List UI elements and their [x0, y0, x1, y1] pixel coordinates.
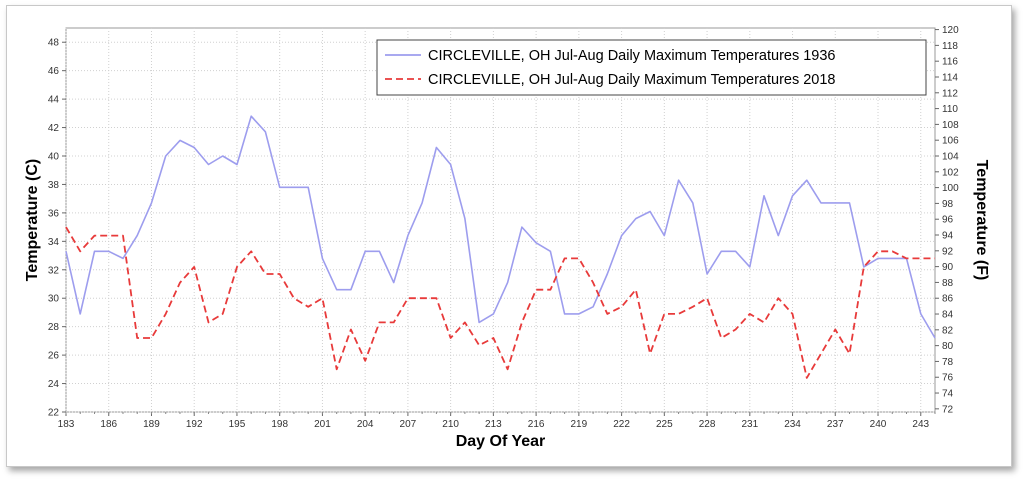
- legend-box: [376, 39, 927, 96]
- y-tick-label: 32: [48, 265, 60, 276]
- y-tick-label: 36: [48, 208, 60, 219]
- x-tick-label: 237: [827, 419, 844, 430]
- legend-label-2: CIRCLEVILLE, OH Jul-Aug Daily Maximum Te…: [428, 72, 836, 88]
- y2-tick-label: 112: [942, 88, 958, 99]
- y2-tick-label: 108: [942, 120, 959, 131]
- y2-tick-label: 84: [942, 310, 954, 321]
- y2-tick-label: 102: [942, 167, 959, 178]
- y2-tick-label: 96: [942, 215, 954, 226]
- x-tick-label: 231: [741, 419, 758, 430]
- y2-tick-label: 74: [942, 389, 954, 400]
- x-tick-label: 195: [229, 419, 246, 430]
- y-tick-label: 28: [48, 322, 60, 333]
- y2-tick-label: 100: [942, 183, 959, 194]
- x-tick-label: 234: [784, 419, 801, 430]
- y2-tick-label: 94: [942, 231, 954, 242]
- y-tick-label: 30: [48, 294, 60, 305]
- y2-tick-label: 98: [942, 199, 954, 210]
- x-tick-label: 240: [870, 419, 887, 430]
- x-tick-label: 207: [400, 419, 417, 430]
- x-tick-label: 243: [912, 419, 929, 430]
- y-tick-label: 46: [48, 66, 60, 77]
- y2-axis-title: Temperature (F): [973, 160, 990, 281]
- y2-tick-label: 118: [942, 41, 958, 52]
- x-tick-label: 228: [699, 419, 716, 430]
- y-tick-label: 48: [48, 38, 60, 49]
- y-axis-title: Temperature (C): [24, 159, 41, 281]
- x-tick-label: 225: [656, 419, 673, 430]
- y-tick-label: 42: [48, 123, 60, 134]
- y-tick-label: 22: [48, 408, 60, 419]
- series-line-1: [65, 115, 936, 339]
- x-tick-label: 204: [357, 419, 374, 430]
- x-tick-label: 222: [613, 419, 630, 430]
- x-tick-label: 216: [528, 419, 545, 430]
- y-tick-label: 44: [48, 95, 60, 106]
- y-tick-label: 40: [48, 152, 60, 163]
- x-axis-title: Day Of Year: [456, 433, 546, 450]
- x-tick-label: 219: [571, 419, 588, 430]
- x-tick-label: 213: [485, 419, 502, 430]
- x-tick-label: 189: [143, 419, 160, 430]
- y2-tick-label: 116: [942, 57, 958, 68]
- y2-tick-label: 88: [942, 278, 954, 289]
- y-tick-label: 38: [48, 180, 60, 191]
- y2-tick-label: 72: [942, 404, 954, 415]
- x-tick-label: 210: [442, 419, 459, 430]
- x-tick-label: 192: [186, 419, 203, 430]
- x-tick-label: 183: [58, 419, 75, 430]
- y-tick-label: 26: [48, 351, 60, 362]
- y2-tick-label: 92: [942, 246, 954, 257]
- x-tick-label: 186: [100, 419, 117, 430]
- y2-tick-label: 82: [942, 325, 954, 336]
- y2-tick-label: 80: [942, 341, 954, 352]
- y2-tick-label: 76: [942, 373, 954, 384]
- y2-tick-label: 78: [942, 357, 954, 368]
- y-tick-label: 24: [48, 379, 60, 390]
- y-tick-label: 34: [48, 237, 60, 248]
- x-tick-label: 198: [271, 419, 288, 430]
- x-tick-label: 201: [314, 419, 331, 430]
- y2-tick-label: 86: [942, 294, 954, 305]
- y2-tick-label: 114: [942, 72, 958, 83]
- legend-label-1: CIRCLEVILLE, OH Jul-Aug Daily Maximum Te…: [428, 48, 836, 64]
- y2-tick-label: 104: [942, 152, 959, 163]
- y2-tick-label: 106: [942, 136, 959, 147]
- y2-tick-label: 90: [942, 262, 954, 273]
- y2-tick-label: 110: [942, 104, 958, 115]
- y2-tick-label: 120: [942, 25, 959, 36]
